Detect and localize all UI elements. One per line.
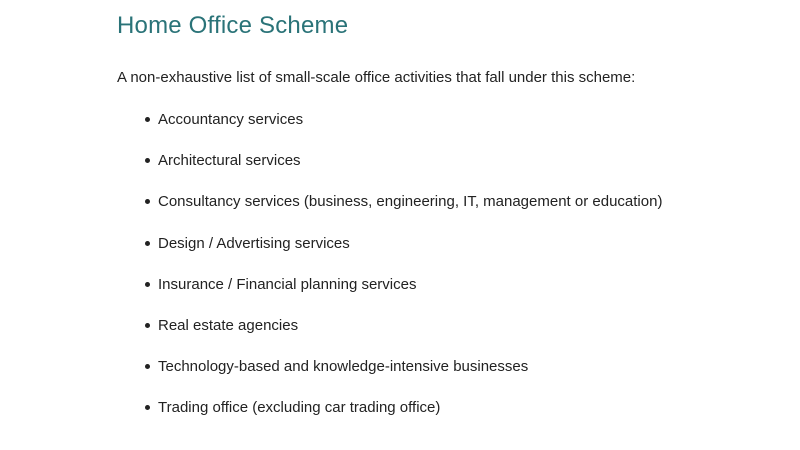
bullet-icon: [145, 322, 150, 328]
bullet-icon: [145, 281, 150, 287]
activity-list: Accountancy services Architectural servi…: [117, 110, 777, 440]
list-item: Technology-based and knowledge-intensive…: [117, 357, 777, 398]
bullet-icon: [145, 199, 150, 205]
list-item: Consultancy services (business, engineer…: [117, 192, 777, 233]
list-item: Design / Advertising services: [117, 234, 777, 275]
list-item: Architectural services: [117, 151, 777, 192]
bullet-icon: [145, 405, 150, 411]
list-item: Trading office (excluding car trading of…: [117, 398, 777, 439]
list-item-label: Accountancy services: [158, 111, 304, 128]
bullet-icon: [145, 364, 150, 370]
bullet-icon: [145, 117, 150, 122]
bullet-icon: [145, 158, 150, 164]
bullet-icon: [145, 240, 150, 246]
list-item-label: Architectural services: [158, 152, 301, 170]
list-item-label: Consultancy services (business, engineer…: [158, 193, 663, 211]
content-section: Home Office Scheme A non-exhaustive list…: [117, 10, 777, 440]
page-title: Home Office Scheme: [117, 12, 349, 39]
intro-paragraph: A non-exhaustive list of small-scale off…: [117, 69, 636, 86]
list-item-label: Real estate agencies: [158, 316, 299, 334]
list-item-label: Insurance / Financial planning services: [158, 275, 417, 293]
list-item: Real estate agencies: [117, 316, 777, 357]
list-item-label: Technology-based and knowledge-intensive…: [158, 358, 529, 376]
list-item-label: Design / Advertising services: [158, 234, 350, 252]
list-item-label: Trading office (excluding car trading of…: [158, 399, 441, 417]
list-item: Accountancy services: [117, 110, 777, 151]
list-item: Insurance / Financial planning services: [117, 275, 777, 316]
